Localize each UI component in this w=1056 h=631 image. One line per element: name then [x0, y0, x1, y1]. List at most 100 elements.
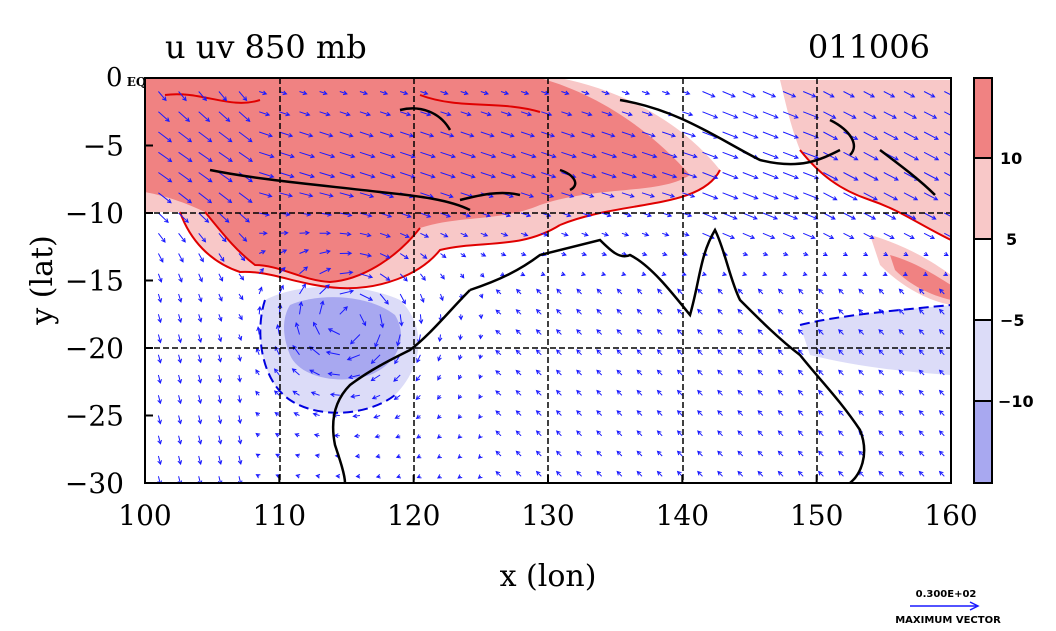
wind-vector — [883, 172, 899, 181]
wind-vector — [279, 151, 295, 159]
wind-vector — [883, 232, 895, 239]
wind-vector — [460, 111, 472, 117]
wind-vector — [158, 131, 173, 143]
wind-vector — [823, 192, 838, 201]
wind-vector — [898, 389, 905, 396]
wind-vector — [495, 329, 502, 335]
wind-vector — [717, 329, 723, 335]
x-axis-label: x (lon) — [500, 559, 597, 594]
wind-vector — [157, 354, 162, 364]
wind-vector — [420, 212, 432, 218]
wind-vector — [237, 354, 242, 362]
wind-vector — [843, 251, 848, 256]
wind-vector — [374, 433, 381, 439]
wind-vector — [697, 369, 703, 376]
wind-vector — [436, 434, 442, 439]
wind-vector — [722, 91, 736, 98]
wind-vector — [576, 410, 582, 416]
wind-vector — [863, 131, 879, 140]
wind-vector — [662, 172, 678, 179]
wind-vector — [681, 271, 687, 277]
wind-vector — [480, 90, 489, 96]
reference-vector-caption: MAXIMUM VECTOR — [895, 615, 1001, 626]
wind-vector — [737, 369, 744, 376]
wind-vector — [157, 415, 162, 425]
wind-vector — [878, 450, 885, 457]
wind-vector — [817, 329, 824, 335]
wind-vector — [197, 354, 203, 364]
wind-vector — [656, 369, 663, 376]
colorbar-band-5 — [974, 401, 992, 483]
wind-vector — [495, 450, 502, 457]
wind-vector — [339, 306, 348, 315]
wind-vector — [762, 111, 779, 119]
wind-vector — [157, 374, 162, 384]
wind-vector — [299, 111, 311, 117]
wind-vector — [636, 349, 643, 356]
wind-vector — [923, 91, 936, 98]
wind-vector — [662, 131, 676, 138]
wind-vector — [938, 329, 945, 335]
wind-vector — [393, 394, 401, 401]
wind-vector — [823, 111, 837, 119]
wind-vector — [500, 131, 515, 138]
wind-vector — [944, 232, 951, 239]
wind-vector — [616, 450, 623, 457]
wind-vector — [237, 395, 242, 404]
wind-vector — [198, 91, 207, 102]
wind-vector — [309, 369, 320, 376]
wind-vector — [616, 369, 623, 376]
wind-vector — [312, 412, 320, 417]
wind-vector — [596, 349, 603, 356]
wind-vector — [238, 253, 246, 262]
wind-vector — [218, 232, 227, 243]
wind-vector — [737, 329, 744, 335]
wind-vector — [515, 288, 522, 295]
wind-vector — [581, 90, 590, 96]
wind-vector — [217, 415, 223, 425]
x-tick-label: 160 — [924, 499, 977, 532]
wind-vector — [458, 314, 464, 321]
wind-vector — [938, 369, 945, 376]
y-tick-label: −25 — [65, 400, 124, 433]
wind-vector — [862, 271, 868, 276]
wind-vector — [616, 389, 623, 396]
wind-vector — [757, 288, 764, 295]
wind-vector — [636, 389, 643, 396]
wind-vector — [581, 111, 593, 117]
colorbar-label-neg10: −10 — [998, 392, 1034, 411]
colorbar-label-10: 10 — [1000, 149, 1022, 168]
wind-vector — [601, 251, 608, 257]
y-tick-label: −15 — [65, 265, 124, 298]
wind-vector — [319, 230, 332, 236]
wind-vector — [495, 289, 502, 295]
wind-vector — [858, 329, 865, 335]
wind-vector — [536, 288, 542, 295]
wind-vector — [440, 111, 452, 117]
wind-vector — [177, 314, 183, 324]
wind-vector — [903, 271, 908, 276]
wind-vector — [762, 232, 776, 240]
wind-vector — [157, 395, 162, 405]
wind-vector — [157, 293, 163, 304]
wind-vector — [717, 450, 723, 457]
wind-vector — [918, 450, 925, 457]
wind-vector — [596, 308, 603, 315]
wind-vector — [327, 371, 340, 377]
wind-vector — [495, 430, 502, 437]
wind-vector — [379, 253, 391, 259]
wind-vector — [616, 308, 623, 315]
negative-wind-shading — [260, 286, 951, 413]
wind-vector — [477, 454, 483, 459]
wind-vector — [903, 111, 918, 119]
wind-vector — [682, 151, 698, 159]
wind-vector — [515, 410, 522, 416]
wind-vector — [399, 232, 410, 238]
wind-vector — [178, 131, 193, 143]
wind-vector — [258, 267, 264, 275]
wind-vector — [576, 470, 582, 477]
wind-vector — [656, 349, 663, 356]
wind-vector — [500, 111, 512, 117]
wind-vector — [938, 410, 945, 416]
wind-vector — [515, 389, 522, 396]
